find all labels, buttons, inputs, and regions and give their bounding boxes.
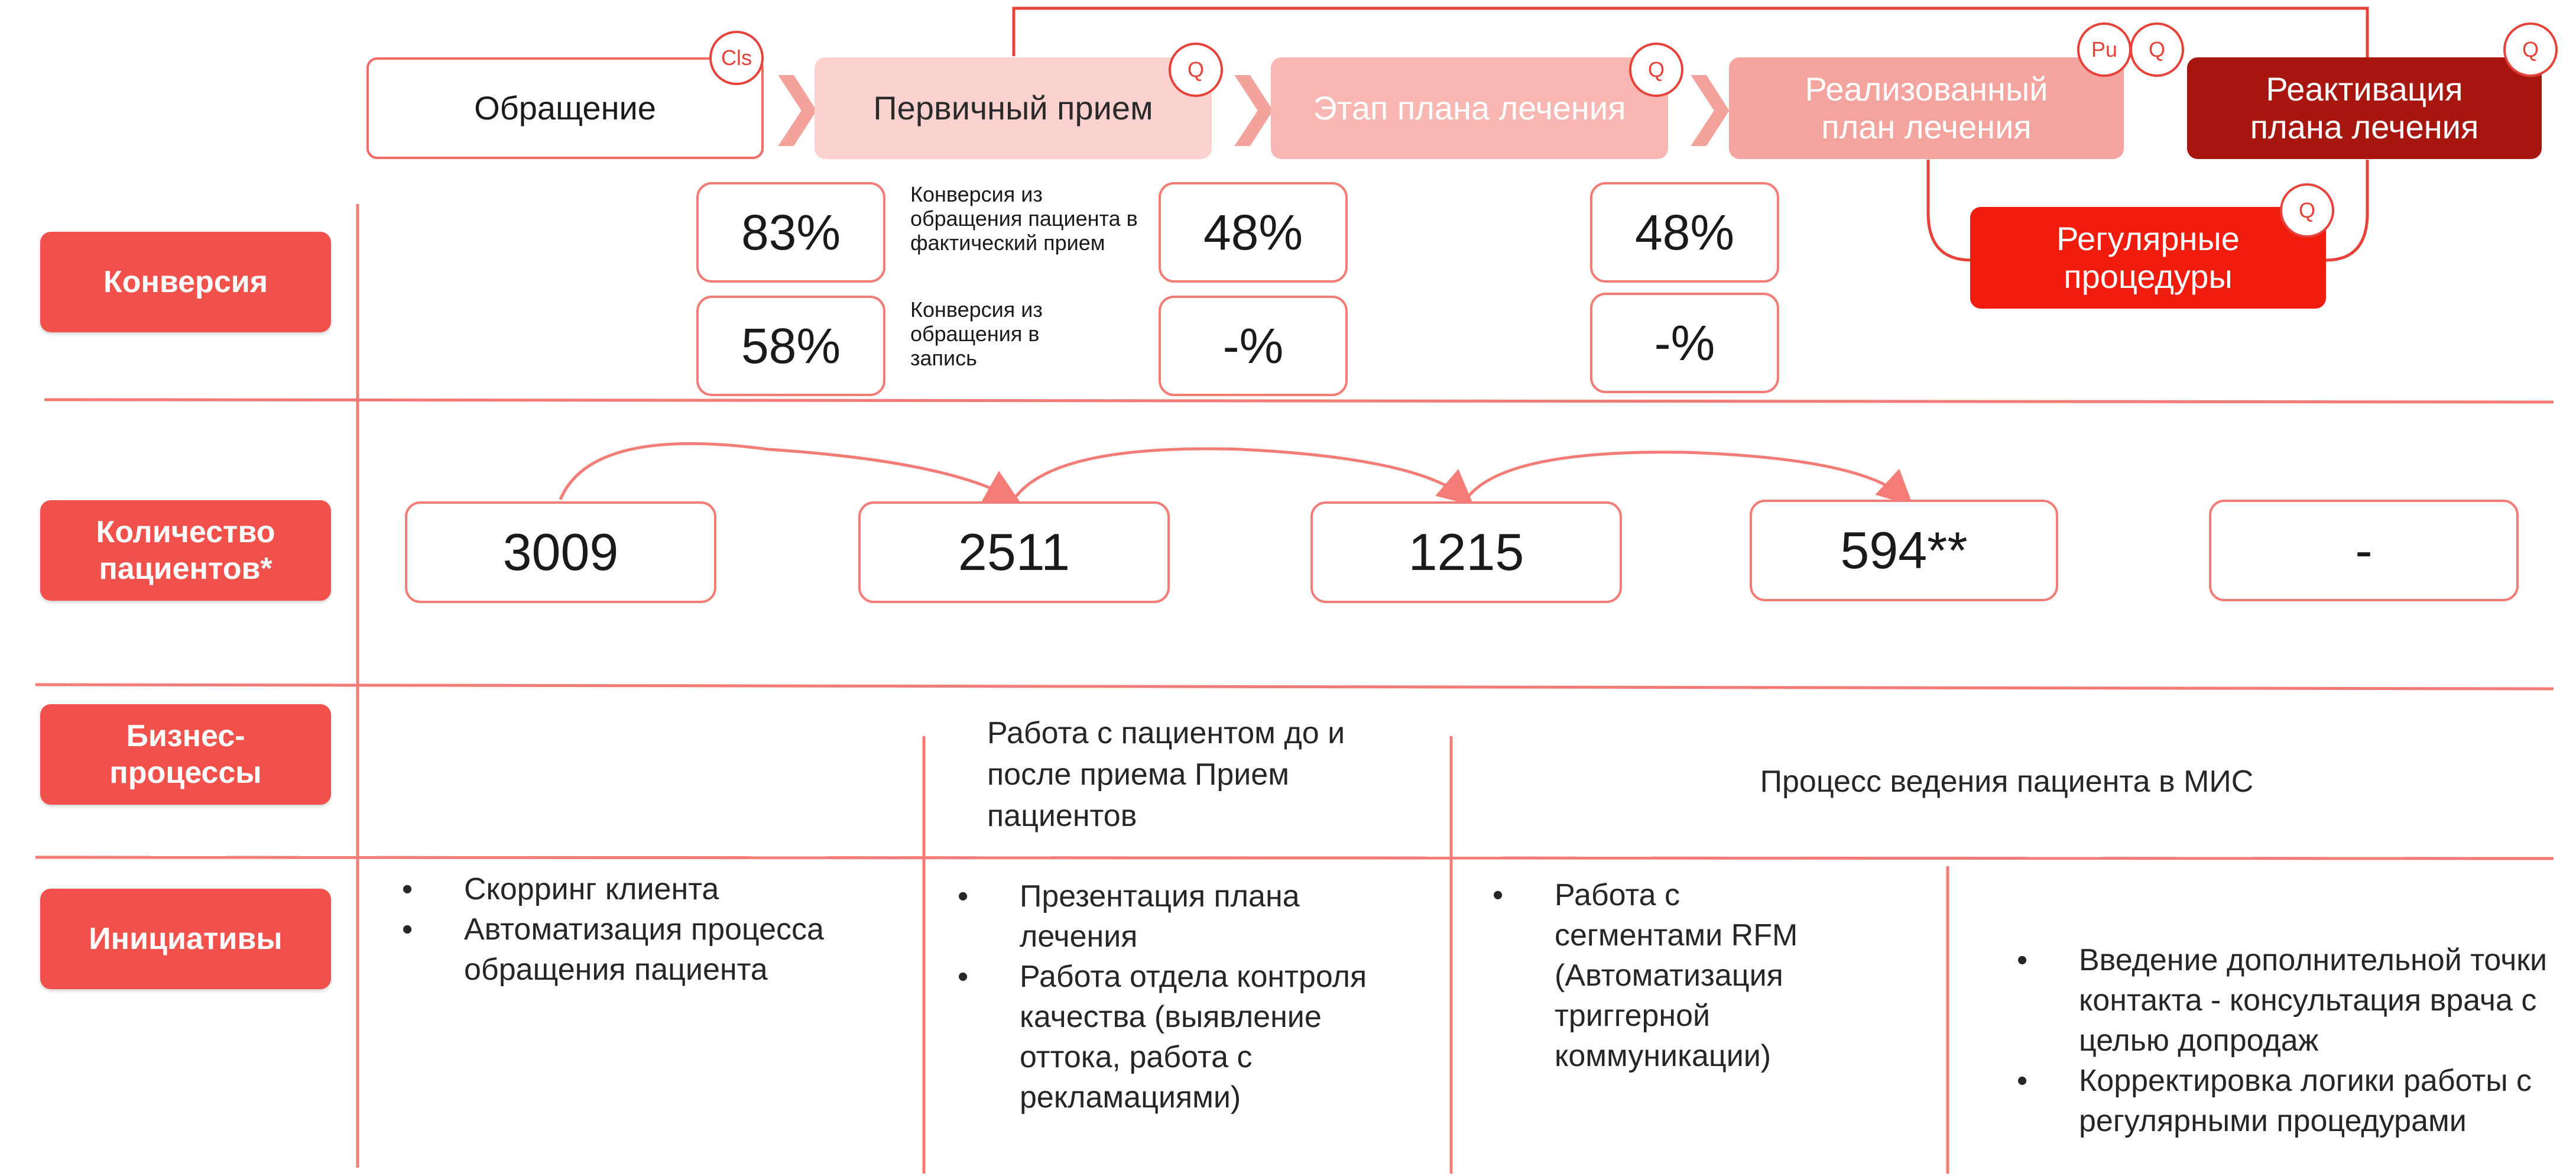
stage-label: Этап плана лечения <box>1313 89 1626 127</box>
row-label-conversion: Конверсия <box>40 232 331 332</box>
badge-q: Q <box>1169 43 1223 97</box>
row-label-initiatives: Инициативы <box>40 889 331 989</box>
arrow-3 <box>1464 451 1913 506</box>
stage-reaktivatsiya: Реактивация плана лечения <box>2187 57 2542 159</box>
badge-q: Q <box>2130 22 2184 77</box>
patient-count: - <box>2209 500 2519 601</box>
initiatives-col-3: Работа с сегментами RFM (Автоматизация т… <box>1493 875 1824 1076</box>
arrow-1 <box>559 442 1021 504</box>
patient-count: 2511 <box>858 501 1170 603</box>
list-item: Работа отдела контроля качества (выявлен… <box>958 957 1401 1117</box>
arrow-2 <box>1012 447 1474 506</box>
patient-count: 594** <box>1750 500 2058 601</box>
list-item: Корректировка логики работы с регулярным… <box>2017 1061 2567 1141</box>
badge-q: Q <box>2280 183 2334 238</box>
badge-cls: Cls <box>709 31 764 85</box>
conversion-value: 83% <box>696 182 885 283</box>
badge-q: Q <box>1629 43 1683 97</box>
row-label-business: Бизнес-процессы <box>40 704 331 805</box>
stage-label: Регулярные процедуры <box>2056 220 2240 295</box>
row-separator-1 <box>44 398 2554 404</box>
list-item: Скорринг клиента <box>402 869 910 909</box>
stage-pervichnyi-priem: Первичный прием <box>815 57 1212 159</box>
patient-count: 3009 <box>405 501 716 603</box>
row-separator-2 <box>35 683 2554 691</box>
conversion-value: 48% <box>1590 182 1779 283</box>
business-process-1: Работа с пациентом до и после приема При… <box>987 716 1345 833</box>
stage-label: Первичный прием <box>873 89 1153 127</box>
stage-obrashchenie: Обращение <box>366 57 764 159</box>
initiatives-col-2: Презентация плана лечения Работа отдела … <box>958 876 1401 1117</box>
conversion-value: -% <box>1590 293 1779 393</box>
conversion-value: 48% <box>1159 182 1348 283</box>
business-process-2: Процесс ведения пациента в МИС <box>1760 764 2254 799</box>
conversion-note-2: Конверсия из обращения в запись <box>910 297 1043 370</box>
row-label-patients: Количество пациентов* <box>40 500 331 601</box>
conversion-value: 58% <box>696 296 885 396</box>
list-item: Презентация плана лечения <box>958 876 1401 957</box>
stage-label: Обращение <box>474 89 656 127</box>
conversion-note-1: Конверсия из обращения пациента в фактич… <box>910 182 1138 255</box>
stage-etap-plana: Этап плана лечения <box>1271 57 1668 159</box>
initiatives-col-4: Введение дополнительной точки контакта -… <box>2017 940 2567 1141</box>
list-item: Автоматизация процесса обращения пациент… <box>402 909 910 990</box>
stage-label: Реактивация плана лечения <box>2250 70 2479 145</box>
regular-loop-left <box>1926 160 1972 262</box>
list-item: Работа с сегментами RFM (Автоматизация т… <box>1493 875 1824 1076</box>
badge-q: Q <box>2503 22 2558 77</box>
stage-label: Реализованный план лечения <box>1805 70 2048 145</box>
conversion-value: -% <box>1159 296 1348 396</box>
initiatives-col-1: Скорринг клиента Автоматизация процесса … <box>402 869 910 990</box>
stage-regulyarnye-protsedury: Регулярные процедуры <box>1970 207 2326 309</box>
row-separator-3 <box>35 856 2554 860</box>
list-item: Введение дополнительной точки контакта -… <box>2017 940 2567 1061</box>
stage-realizovannyi-plan: Реализованный план лечения <box>1729 57 2124 159</box>
patient-count: 1215 <box>1310 501 1622 603</box>
badge-pu: Pu <box>2077 22 2131 77</box>
